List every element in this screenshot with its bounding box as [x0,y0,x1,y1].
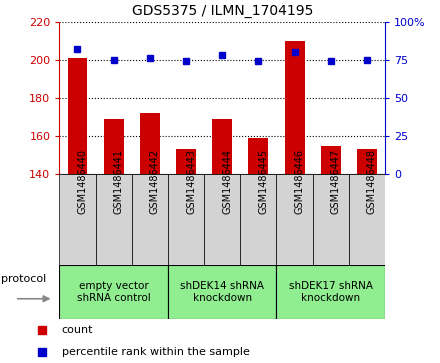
Text: empty vector
shRNA control: empty vector shRNA control [77,281,150,303]
Text: protocol: protocol [1,274,47,284]
Bar [321,146,341,174]
Text: GSM1486442: GSM1486442 [150,149,160,214]
FancyBboxPatch shape [132,174,168,265]
Text: GSM1486448: GSM1486448 [367,149,377,214]
Text: GSM1486445: GSM1486445 [258,149,268,214]
Bar [357,150,377,174]
Bar [285,41,304,174]
FancyBboxPatch shape [313,174,349,265]
FancyBboxPatch shape [59,174,95,265]
FancyBboxPatch shape [276,174,313,265]
Text: shDEK14 shRNA
knockdown: shDEK14 shRNA knockdown [180,281,264,303]
Bar [140,113,160,174]
FancyBboxPatch shape [95,174,132,265]
Text: count: count [62,325,93,335]
Bar [212,119,232,174]
FancyBboxPatch shape [240,174,276,265]
FancyBboxPatch shape [276,265,385,319]
FancyBboxPatch shape [168,265,276,319]
FancyBboxPatch shape [168,174,204,265]
Bar [68,58,88,174]
Text: percentile rank within the sample: percentile rank within the sample [62,347,249,357]
Bar [176,150,196,174]
Bar [104,119,124,174]
Bar [249,138,268,174]
FancyBboxPatch shape [349,174,385,265]
Text: GSM1486447: GSM1486447 [331,149,341,214]
Text: GSM1486444: GSM1486444 [222,149,232,214]
FancyBboxPatch shape [59,265,168,319]
FancyBboxPatch shape [204,174,240,265]
Text: GSM1486440: GSM1486440 [77,149,88,214]
Text: GSM1486446: GSM1486446 [294,149,304,214]
Title: GDS5375 / ILMN_1704195: GDS5375 / ILMN_1704195 [132,4,313,18]
Text: GSM1486441: GSM1486441 [114,149,124,214]
Text: GSM1486443: GSM1486443 [186,149,196,214]
Text: shDEK17 shRNA
knockdown: shDEK17 shRNA knockdown [289,281,373,303]
